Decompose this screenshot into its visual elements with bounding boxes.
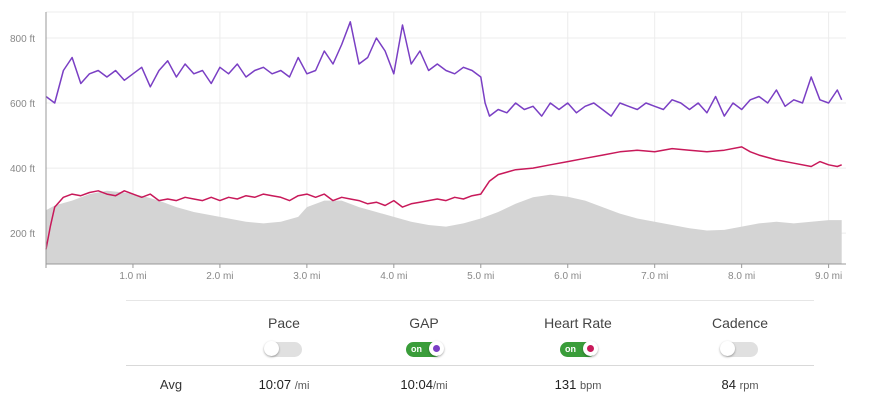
y-tick-label-3: 600 ft — [10, 99, 35, 110]
gap-toggle-knob — [429, 341, 444, 356]
gap-toggle[interactable]: on — [406, 341, 444, 357]
avg-cadence: 84 rpm — [670, 377, 810, 392]
heart-rate-toggle-on-label: on — [565, 344, 576, 354]
pace-control: Pace — [214, 314, 354, 357]
stream-controls: Pace GAP on Heart Rate on Cadence Avg 10… — [126, 300, 814, 410]
avg-gap: 10:04/mi — [354, 377, 494, 392]
cadence-control: Cadence — [670, 314, 810, 357]
gap-line — [45, 21, 843, 117]
heart-rate-toggle-knob — [583, 341, 598, 356]
heart-rate-title: Heart Rate — [544, 315, 612, 331]
x-tick-label-1: 1.0 mi — [119, 271, 146, 282]
avg-cadence-unit: rpm — [739, 380, 759, 392]
elevation-area — [46, 190, 842, 264]
y-tick-label-2: 400 ft — [10, 164, 35, 175]
x-tick-label-4: 4.0 mi — [380, 271, 407, 282]
avg-cadence-value: 84 — [721, 377, 736, 392]
controls-divider — [126, 365, 814, 366]
avg-pace: 10:07 /mi — [214, 377, 354, 392]
cadence-toggle-knob — [720, 341, 735, 356]
avg-heart-rate: 131 bpm — [508, 377, 648, 392]
avg-gap-unit: /mi — [432, 380, 448, 392]
gap-control: GAP on — [354, 314, 494, 357]
x-tick-label-5: 5.0 mi — [467, 271, 494, 282]
x-tick-label-9: 9.0 mi — [815, 271, 842, 282]
elevation-area-layer — [46, 190, 842, 264]
heart-rate-toggle[interactable]: on — [560, 341, 598, 357]
activity-chart: 200 ft 400 ft 600 ft 800 ft 1.0 mi 2.0 mi 3.0 … — [10, 11, 846, 282]
y-tick-label-1: 200 ft — [10, 229, 35, 240]
gap-title: GAP — [409, 315, 439, 331]
chart-axes: 200 ft 400 ft 600 ft 800 ft 1.0 mi 2.0 mi 3.0 … — [10, 12, 846, 282]
x-tick-label-6: 6.0 mi — [554, 271, 581, 282]
y-tick-label-4: 800 ft — [10, 34, 35, 45]
pace-toggle-knob — [264, 341, 279, 356]
pace-toggle[interactable] — [264, 341, 302, 357]
avg-pace-value: 10:07 — [258, 377, 292, 392]
x-tick-label-8: 8.0 mi — [728, 271, 755, 282]
gap-color-dot — [433, 345, 440, 352]
pace-title: Pace — [268, 315, 300, 331]
avg-heart-rate-value: 131 — [554, 377, 577, 392]
heart-rate-color-dot — [587, 345, 594, 352]
x-tick-label-7: 7.0 mi — [641, 271, 668, 282]
heart-rate-control: Heart Rate on — [508, 314, 648, 357]
series-line-layer — [45, 21, 843, 250]
avg-pace-unit: /mi — [294, 380, 310, 392]
avg-gap-value: 10:04 — [400, 377, 433, 392]
averages-row: Avg 10:07 /mi 10:04/mi 131 bpm 84 rpm — [126, 366, 814, 406]
avg-heart-rate-unit: bpm — [579, 380, 602, 392]
cadence-title: Cadence — [711, 315, 769, 331]
gap-toggle-on-label: on — [411, 344, 422, 354]
x-tick-label-2: 2.0 mi — [206, 271, 233, 282]
cadence-toggle[interactable] — [720, 341, 758, 357]
avg-label: Avg — [159, 377, 183, 392]
controls-top-divider — [126, 300, 814, 301]
x-tick-label-3: 3.0 mi — [293, 271, 320, 282]
hr-line — [45, 146, 842, 250]
